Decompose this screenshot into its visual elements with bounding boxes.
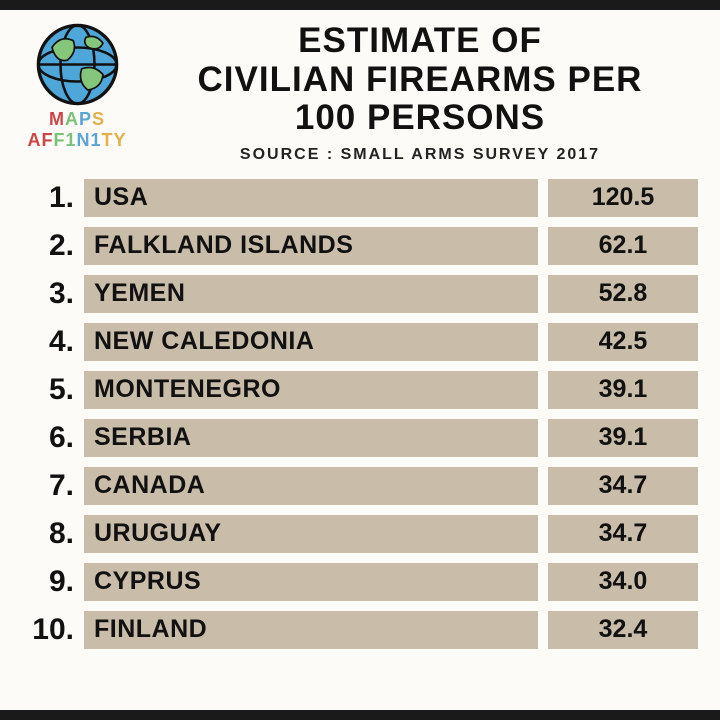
country-label: YEMEN bbox=[94, 279, 185, 308]
country-label: MONTENEGRO bbox=[94, 375, 281, 404]
value-cell: 34.7 bbox=[548, 467, 698, 505]
value-label: 39.1 bbox=[599, 423, 648, 452]
list-item: 6. SERBIA 39.1 bbox=[22, 414, 698, 462]
brand-letter: M bbox=[49, 109, 65, 129]
value-label: 52.8 bbox=[599, 279, 648, 308]
source-text: SOURCE : SMALL ARMS SURVEY 2017 bbox=[142, 146, 698, 164]
brand-letter: A bbox=[65, 109, 79, 129]
ranking-list: 1. USA 120.5 2. FALKLAND ISLANDS 62.1 3.… bbox=[22, 174, 698, 654]
rank-number: 6. bbox=[22, 421, 74, 455]
value-label: 62.1 bbox=[599, 231, 648, 260]
list-item: 7. CANADA 34.7 bbox=[22, 462, 698, 510]
infographic-title: ESTIMATE OF CIVILIAN FIREARMS PER 100 PE… bbox=[142, 22, 698, 138]
rank-number: 10. bbox=[22, 613, 74, 647]
title-line: 100 PERSONS bbox=[142, 99, 698, 138]
rank-number: 8. bbox=[22, 517, 74, 551]
country-cell: SERBIA bbox=[84, 419, 538, 457]
country-label: URUGUAY bbox=[94, 519, 222, 548]
list-item: 10. FINLAND 32.4 bbox=[22, 606, 698, 654]
list-item: 3. YEMEN 52.8 bbox=[22, 270, 698, 318]
brand-letter: S bbox=[92, 109, 105, 129]
rank-number: 2. bbox=[22, 229, 74, 263]
rank-number: 1. bbox=[22, 181, 74, 215]
title-line: ESTIMATE OF bbox=[142, 22, 698, 61]
value-label: 42.5 bbox=[599, 327, 648, 356]
rank-number: 4. bbox=[22, 325, 74, 359]
list-item: 5. MONTENEGRO 39.1 bbox=[22, 366, 698, 414]
rank-number: 9. bbox=[22, 565, 74, 599]
title-block: ESTIMATE OF CIVILIAN FIREARMS PER 100 PE… bbox=[142, 22, 698, 164]
value-cell: 62.1 bbox=[548, 227, 698, 265]
value-cell: 120.5 bbox=[548, 179, 698, 217]
value-cell: 52.8 bbox=[548, 275, 698, 313]
country-label: FINLAND bbox=[94, 615, 207, 644]
country-cell: YEMEN bbox=[84, 275, 538, 313]
brand-block: MAPS AFF1N1TY bbox=[22, 22, 132, 150]
value-label: 34.7 bbox=[599, 519, 648, 548]
value-cell: 39.1 bbox=[548, 419, 698, 457]
value-label: 120.5 bbox=[592, 183, 655, 212]
country-label: FALKLAND ISLANDS bbox=[94, 231, 353, 260]
brand-text: MAPS AFF1N1TY bbox=[27, 109, 126, 150]
rank-number: 7. bbox=[22, 469, 74, 503]
list-item: 4. NEW CALEDONIA 42.5 bbox=[22, 318, 698, 366]
value-cell: 42.5 bbox=[548, 323, 698, 361]
country-label: NEW CALEDONIA bbox=[94, 327, 314, 356]
country-cell: URUGUAY bbox=[84, 515, 538, 553]
country-cell: FALKLAND ISLANDS bbox=[84, 227, 538, 265]
header-block: MAPS AFF1N1TY ESTIMATE OF CIVILIAN FIREA… bbox=[22, 22, 698, 164]
globe-icon bbox=[35, 22, 120, 107]
value-label: 32.4 bbox=[599, 615, 648, 644]
brand-letter: AF bbox=[27, 130, 53, 150]
value-label: 34.0 bbox=[599, 567, 648, 596]
country-label: SERBIA bbox=[94, 423, 191, 452]
brand-letter: P bbox=[79, 109, 92, 129]
infographic-card: MAPS AFF1N1TY ESTIMATE OF CIVILIAN FIREA… bbox=[0, 10, 720, 710]
country-label: CANADA bbox=[94, 471, 205, 500]
rank-number: 5. bbox=[22, 373, 74, 407]
value-cell: 39.1 bbox=[548, 371, 698, 409]
value-label: 39.1 bbox=[599, 375, 648, 404]
country-cell: CANADA bbox=[84, 467, 538, 505]
list-item: 8. URUGUAY 34.7 bbox=[22, 510, 698, 558]
list-item: 9. CYPRUS 34.0 bbox=[22, 558, 698, 606]
country-label: CYPRUS bbox=[94, 567, 201, 596]
country-cell: MONTENEGRO bbox=[84, 371, 538, 409]
country-cell: NEW CALEDONIA bbox=[84, 323, 538, 361]
value-cell: 34.0 bbox=[548, 563, 698, 601]
value-cell: 34.7 bbox=[548, 515, 698, 553]
country-cell: USA bbox=[84, 179, 538, 217]
brand-line-1: MAPS bbox=[27, 109, 126, 130]
value-label: 34.7 bbox=[599, 471, 648, 500]
list-item: 1. USA 120.5 bbox=[22, 174, 698, 222]
brand-letter: N1 bbox=[76, 130, 101, 150]
country-cell: CYPRUS bbox=[84, 563, 538, 601]
country-label: USA bbox=[94, 183, 148, 212]
country-cell: FINLAND bbox=[84, 611, 538, 649]
brand-letter: TY bbox=[102, 130, 127, 150]
title-line: CIVILIAN FIREARMS PER bbox=[142, 61, 698, 100]
brand-letter: F1 bbox=[53, 130, 76, 150]
list-item: 2. FALKLAND ISLANDS 62.1 bbox=[22, 222, 698, 270]
value-cell: 32.4 bbox=[548, 611, 698, 649]
rank-number: 3. bbox=[22, 277, 74, 311]
brand-line-2: AFF1N1TY bbox=[27, 130, 126, 151]
